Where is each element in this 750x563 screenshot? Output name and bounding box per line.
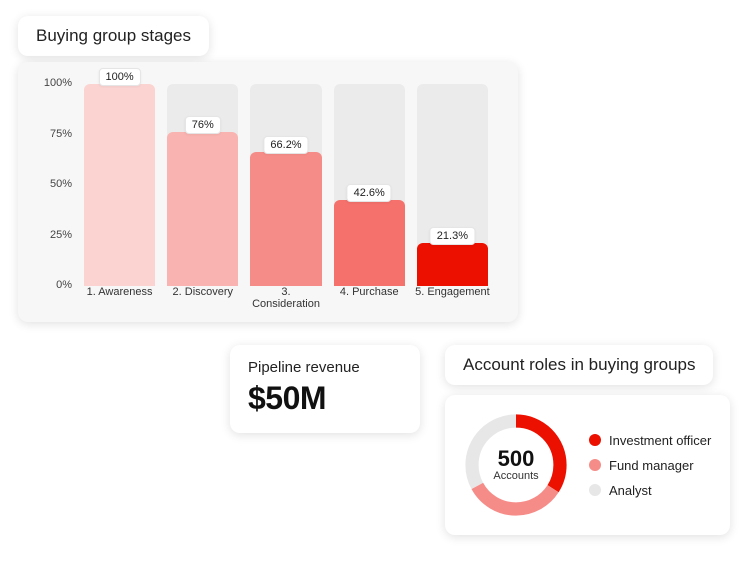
funnel-category-row: 1. Awareness2. Discovery3. Consideration… (78, 286, 494, 310)
funnel-bar-fill (167, 132, 238, 286)
legend-label: Fund manager (609, 458, 694, 473)
roles-legend: Investment officer Fund manager Analyst (589, 433, 711, 498)
pipeline-value: $50M (248, 380, 402, 417)
roles-center-label: Accounts (493, 470, 538, 482)
funnel-category-label: 1. Awareness (78, 286, 161, 310)
y-axis-tick: 50% (36, 178, 72, 190)
roles-chart-card: 500 Accounts Investment officer Fund mana… (445, 395, 730, 535)
legend-item: Analyst (589, 483, 711, 498)
y-axis-tick: 75% (36, 128, 72, 140)
roles-donut: 500 Accounts (461, 410, 571, 520)
funnel-bar: 21.3% (411, 84, 494, 286)
funnel-chart-body: 100% 75% 50% 25% 0% 100% 76% 66.2% 42.6% 21.3% 1. … (36, 78, 500, 314)
funnel-bar-track: 76% (167, 84, 238, 286)
funnel-category-label: 2. Discovery (161, 286, 244, 310)
pipeline-label: Pipeline revenue (248, 359, 402, 376)
funnel-value-chip: 76% (185, 116, 221, 134)
funnel-bar-track: 42.6% (334, 84, 405, 286)
roles-center-value: 500 (498, 448, 535, 470)
funnel-value-chip: 66.2% (263, 136, 308, 154)
funnel-bar-fill (250, 152, 321, 286)
funnel-chart-card: 100% 75% 50% 25% 0% 100% 76% 66.2% 42.6% 21.3% 1. … (18, 62, 518, 322)
funnel-bar-track: 66.2% (250, 84, 321, 286)
funnel-category-label: 5. Engagement (411, 286, 494, 310)
y-axis-tick: 100% (36, 77, 72, 89)
funnel-value-chip: 21.3% (430, 227, 475, 245)
roles-title-text: Account roles in buying groups (463, 355, 695, 374)
funnel-bar: 42.6% (328, 84, 411, 286)
legend-swatch (589, 434, 601, 446)
legend-swatch (589, 484, 601, 496)
funnel-bar-track: 21.3% (417, 84, 488, 286)
funnel-title-card: Buying group stages (18, 16, 209, 56)
legend-swatch (589, 459, 601, 471)
funnel-value-chip: 42.6% (347, 184, 392, 202)
funnel-bar-fill (417, 243, 488, 286)
funnel-bar: 76% (161, 84, 244, 286)
y-axis-tick: 25% (36, 229, 72, 241)
funnel-bar: 100% (78, 84, 161, 286)
legend-label: Investment officer (609, 433, 711, 448)
funnel-bar: 66.2% (244, 84, 327, 286)
funnel-bar-fill (84, 84, 155, 286)
y-axis-tick: 0% (36, 279, 72, 291)
roles-title-card: Account roles in buying groups (445, 345, 713, 385)
funnel-category-label: 4. Purchase (328, 286, 411, 310)
pipeline-revenue-card: Pipeline revenue $50M (230, 345, 420, 433)
funnel-bar-track: 100% (84, 84, 155, 286)
funnel-bar-fill (334, 200, 405, 286)
roles-donut-center: 500 Accounts (461, 410, 571, 520)
legend-item: Fund manager (589, 458, 711, 473)
funnel-bars-row: 100% 76% 66.2% 42.6% 21.3% (78, 84, 494, 286)
legend-label: Analyst (609, 483, 652, 498)
funnel-category-label: 3. Consideration (244, 286, 327, 310)
funnel-title-text: Buying group stages (36, 26, 191, 45)
legend-item: Investment officer (589, 433, 711, 448)
funnel-value-chip: 100% (99, 68, 141, 86)
